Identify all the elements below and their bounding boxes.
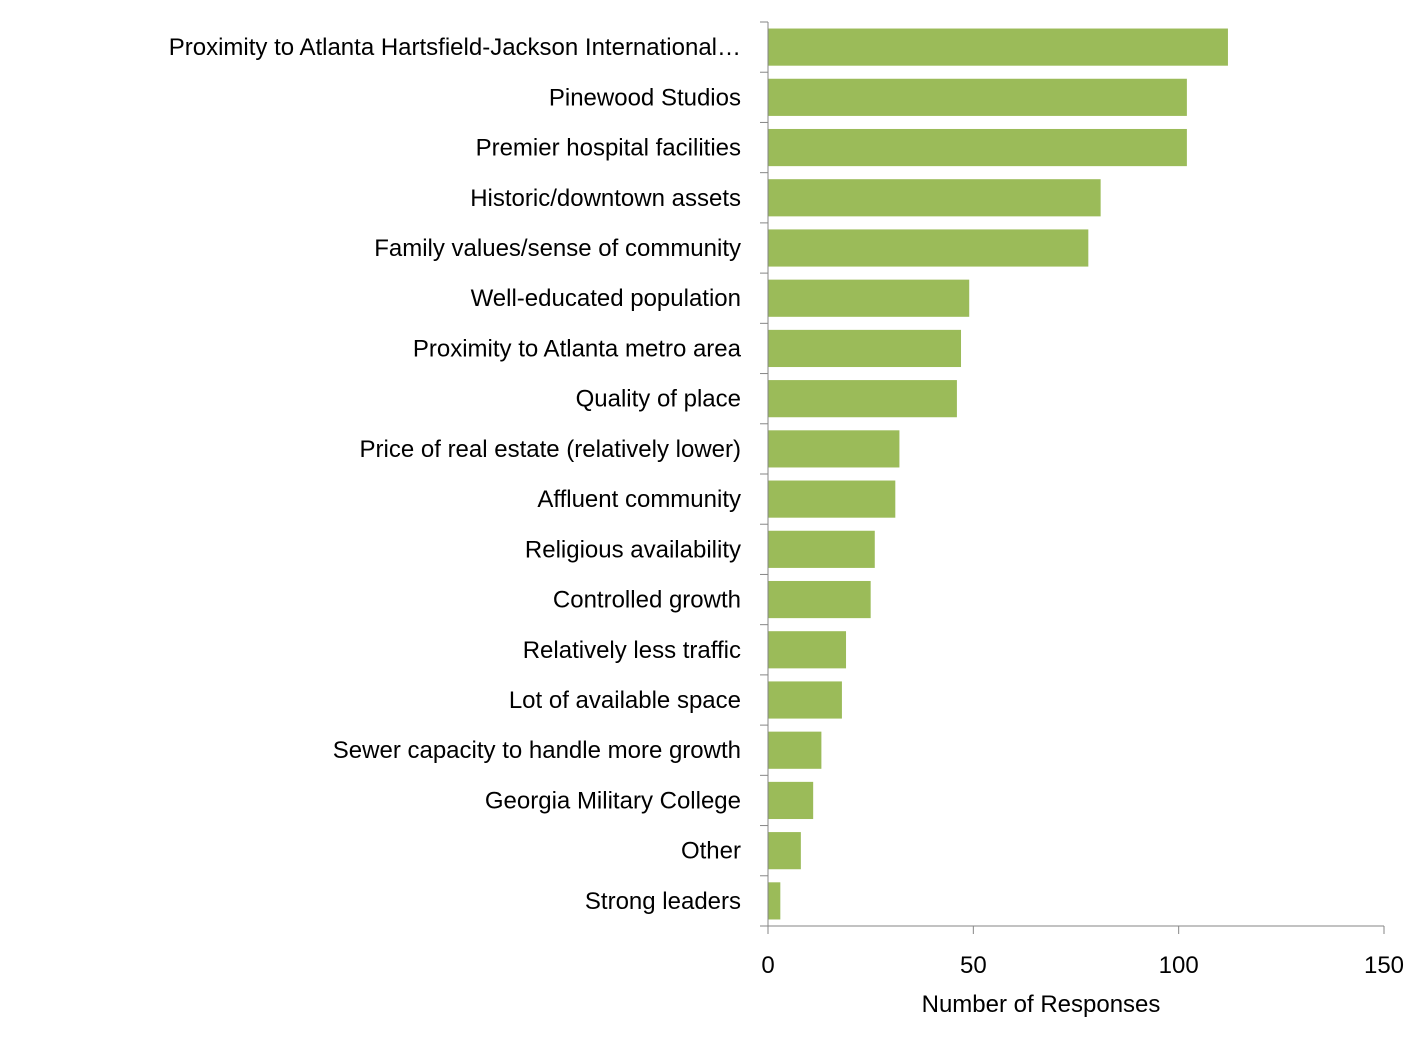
category-label-17: Strong leaders [585,888,741,915]
bar-14 [768,731,822,769]
category-label-7: Quality of place [576,386,741,413]
category-label-2: Premier hospital facilities [476,135,741,162]
category-label-8: Price of real estate (relatively lower) [360,436,741,463]
bar-7 [768,380,957,418]
bar-3 [768,179,1101,217]
x-tick-label-1: 50 [960,952,987,979]
category-label-12: Relatively less traffic [523,637,741,664]
x-tick-label-0: 0 [761,952,774,979]
bar-5 [768,279,970,317]
bar-6 [768,329,962,368]
bar-12 [768,631,847,669]
bar-4 [768,229,1089,267]
category-label-1: Pinewood Studios [549,84,741,111]
bar-9 [768,480,896,518]
category-label-15: Georgia Military College [485,787,741,814]
category-label-3: Historic/downtown assets [470,185,741,212]
category-label-6: Proximity to Atlanta metro area [413,335,742,362]
category-label-13: Lot of available space [509,687,741,714]
bar-15 [768,781,814,820]
category-label-4: Family values/sense of community [374,235,741,262]
bar-16 [768,832,801,870]
category-label-16: Other [681,838,741,865]
category-label-10: Religious availability [525,536,741,563]
bar-8 [768,430,900,468]
bar-2 [768,128,1187,167]
axes-layer [760,21,1384,927]
category-label-11: Controlled growth [553,587,741,614]
category-label-5: Well-educated population [471,285,741,312]
category-labels: Proximity to Atlanta Hartsfield-Jackson … [169,34,742,915]
category-label-0: Proximity to Atlanta Hartsfield-Jackson … [169,34,741,61]
bar-1 [768,78,1187,116]
category-label-14: Sewer capacity to handle more growth [333,737,741,764]
x-axis-ticks: 0 50 100 150 [761,926,1404,979]
category-label-9: Affluent community [537,486,741,513]
bars-layer [768,28,1228,920]
bar-17 [768,882,781,920]
bar-13 [768,681,842,719]
bar-0 [768,28,1228,66]
x-axis-title: Number of Responses [922,991,1161,1018]
x-tick-label-2: 100 [1159,952,1199,979]
bar-10 [768,530,875,568]
bar-11 [768,580,871,619]
x-tick-label-3: 150 [1364,952,1404,979]
